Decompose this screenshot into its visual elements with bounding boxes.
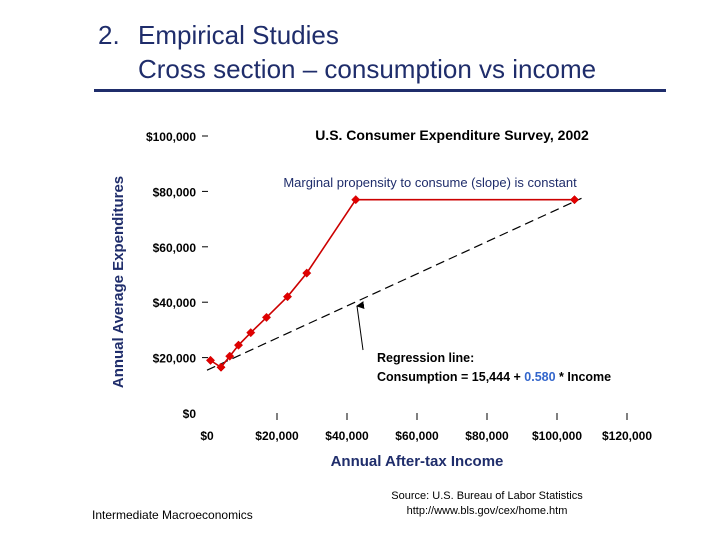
y-tick-label: $60,000 — [153, 241, 197, 255]
title-line-1: Empirical Studies — [138, 20, 339, 50]
x-tick-label: $80,000 — [465, 429, 509, 443]
title-number: 2. — [98, 20, 120, 50]
data-point — [261, 312, 272, 322]
chart-title: U.S. Consumer Expenditure Survey, 2002 — [315, 127, 589, 143]
y-tick-label: $80,000 — [153, 185, 197, 199]
source-text: U.S. Bureau of Labor Statistics — [432, 490, 583, 502]
course-name: Intermediate Macroeconomics — [92, 508, 253, 522]
y-tick-label: $20,000 — [153, 352, 197, 366]
data-point — [282, 292, 293, 302]
regression-equation-end: * Income — [556, 370, 612, 384]
regression-coefficient: 0.580 — [524, 370, 555, 384]
y-tick-label: $100,000 — [146, 130, 196, 144]
x-tick-label: $20,000 — [255, 429, 299, 443]
x-tick-label: $0 — [200, 429, 214, 443]
x-tick-label: $100,000 — [532, 429, 582, 443]
regression-equation-start: Consumption = 15,444 + — [377, 370, 524, 384]
series-line — [210, 198, 575, 369]
x-tick-label: $40,000 — [325, 429, 369, 443]
source-note: Source: U.S. Bureau of Labor Statistics … — [352, 489, 622, 519]
data-point — [246, 328, 256, 338]
x-tick-label: $120,000 — [602, 429, 652, 443]
regression-equation: Consumption = 15,444 + 0.580 * Income — [377, 370, 611, 384]
title-line-2: Cross section – consumption vs income — [138, 54, 597, 84]
data-point — [351, 195, 361, 205]
data-point — [302, 268, 312, 278]
chart-subtitle: Marginal propensity to consume (slope) i… — [283, 175, 577, 190]
regression-arrow — [356, 301, 365, 351]
data-point — [205, 355, 216, 365]
y-tick-label: $0 — [183, 407, 197, 421]
slide-title: 2. Empirical Studies Cross section – cons… — [98, 18, 596, 86]
data-point — [569, 195, 580, 205]
title-divider — [94, 89, 666, 92]
y-tick-label: $40,000 — [153, 296, 197, 310]
x-axis-label: Annual After-tax Income — [331, 453, 504, 470]
source-url: http://www.bls.gov/cex/home.htm — [406, 505, 568, 517]
regression-label: Regression line: — [377, 351, 474, 365]
x-tick-label: $60,000 — [395, 429, 439, 443]
data-point — [233, 340, 244, 350]
y-axis-label: Annual Average Expenditures — [110, 176, 127, 388]
source-label: Source: — [391, 490, 430, 502]
data-point — [216, 362, 226, 372]
data-point — [225, 351, 235, 361]
regression-line — [206, 197, 582, 371]
